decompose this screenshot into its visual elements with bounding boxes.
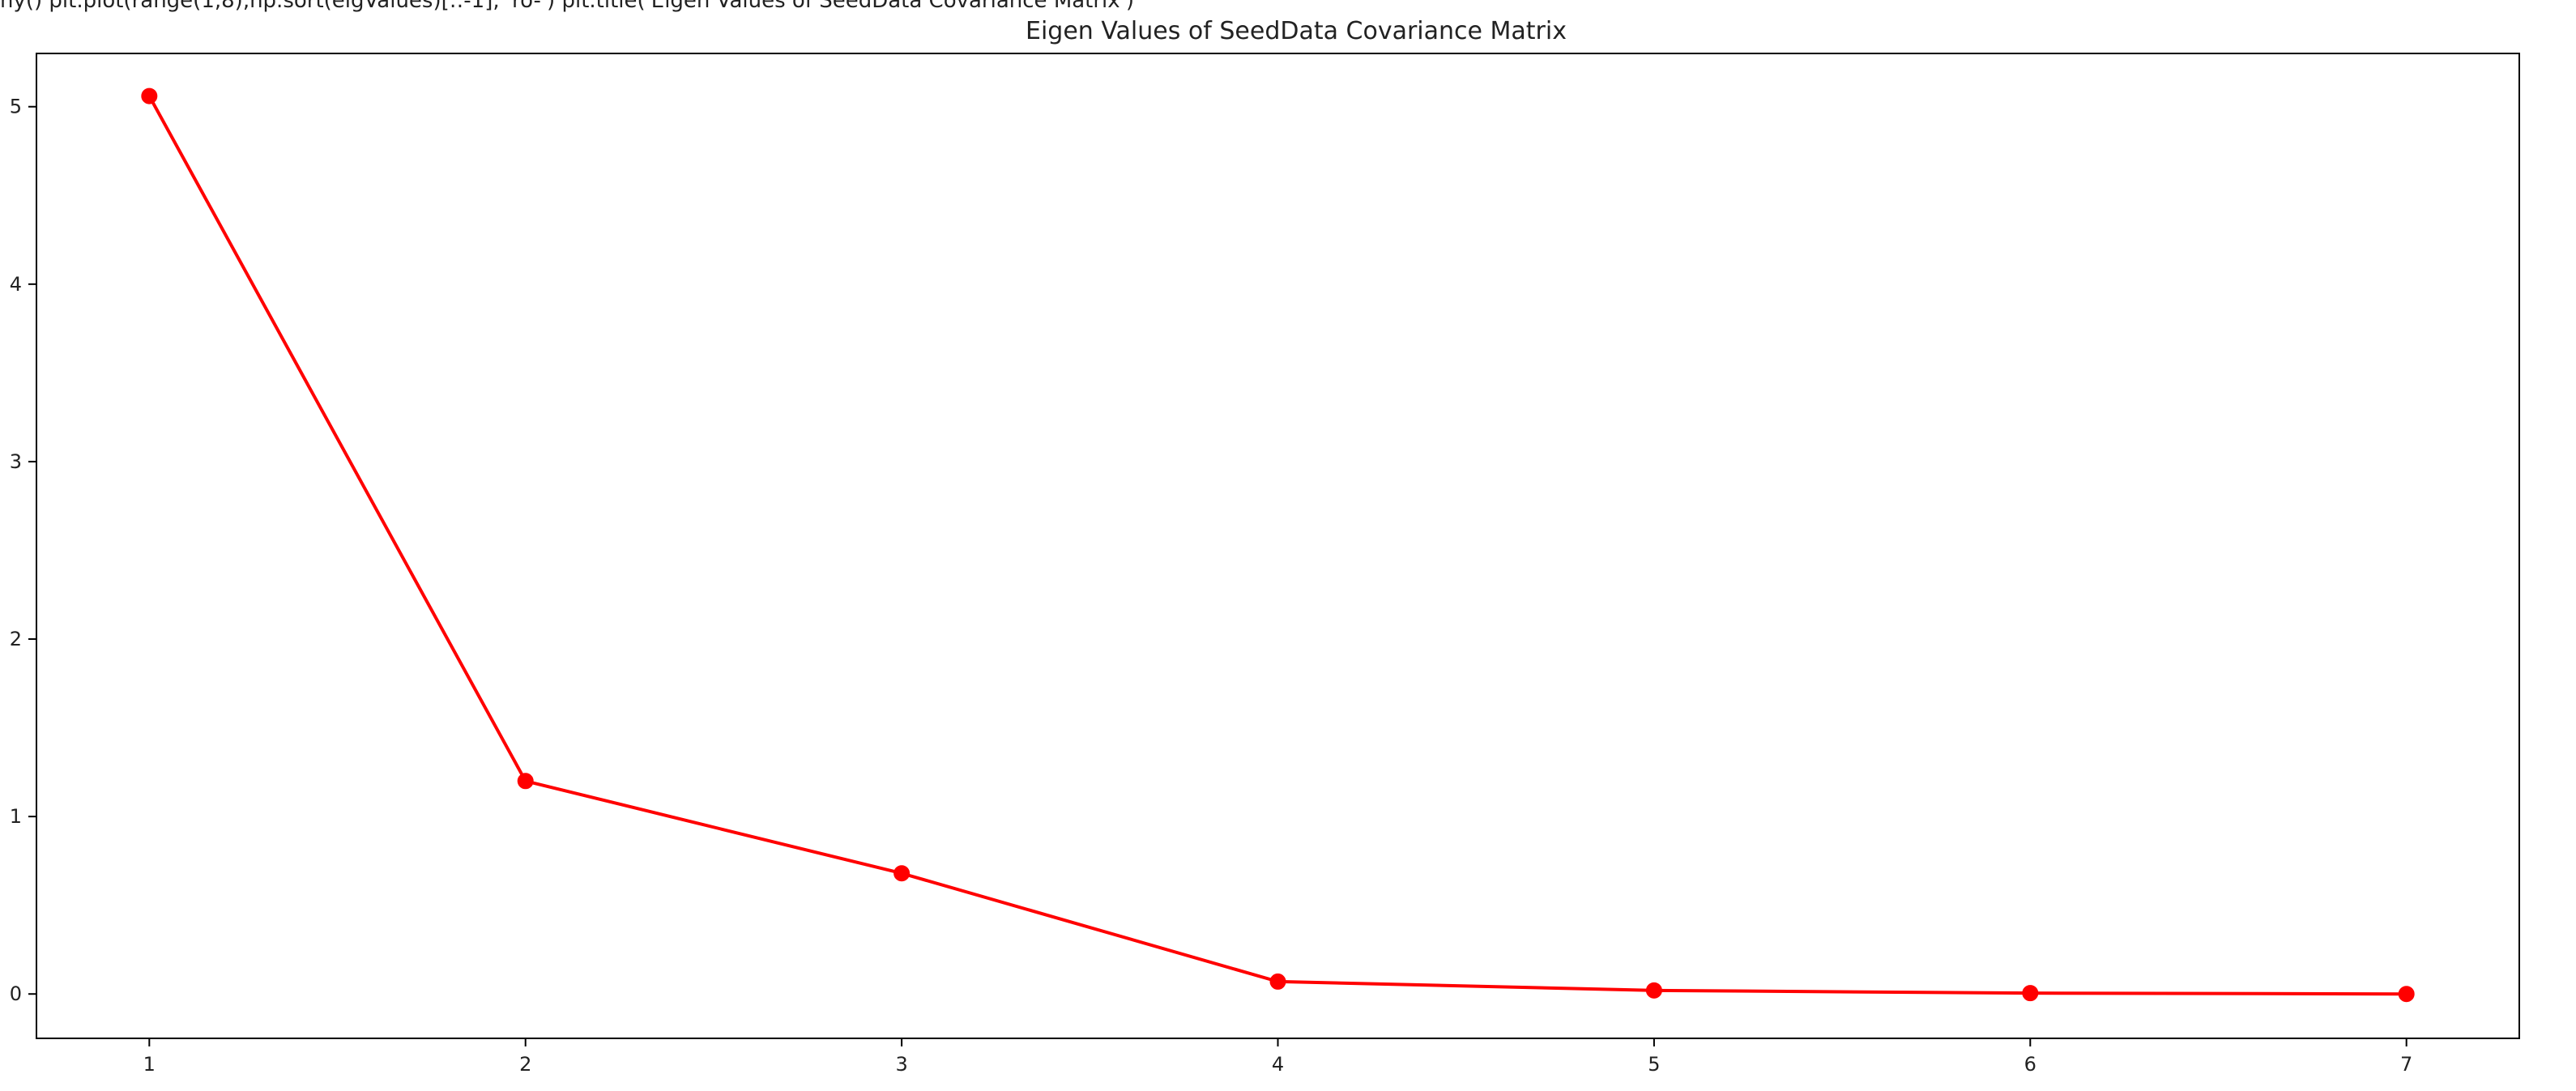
data-point xyxy=(1269,973,1286,990)
data-point xyxy=(1645,982,1662,999)
y-tick-label: 4 xyxy=(10,273,22,296)
y-tick-label: 1 xyxy=(10,805,22,828)
y-tick-label: 3 xyxy=(10,450,22,473)
data-point xyxy=(517,773,534,790)
x-tick-label: 7 xyxy=(2400,1053,2412,1076)
series-group xyxy=(141,87,2415,1003)
axes-group xyxy=(36,53,2520,1039)
x-tick-label: 3 xyxy=(895,1053,907,1076)
y-tick-label: 0 xyxy=(10,982,22,1005)
series-line xyxy=(147,95,2407,996)
y-tick-label: 2 xyxy=(10,628,22,650)
data-point xyxy=(141,87,158,104)
y-tick-label: 5 xyxy=(10,96,22,118)
ticks-group: 1 2 3 4 5 6 7 0 1 2 3 4 5 xyxy=(10,96,2413,1076)
x-tick-label: 6 xyxy=(2024,1053,2036,1076)
data-point xyxy=(2398,986,2415,1003)
x-tick-label: 4 xyxy=(1272,1053,1284,1076)
chart-title: Eigen Values of SeedData Covariance Matr… xyxy=(1026,17,1567,45)
data-point xyxy=(2022,985,2039,1002)
clipped-code-text: ny() plt.plot(range(1,8),np.sort(eigValu… xyxy=(0,0,1134,13)
axes-frame xyxy=(36,53,2520,1039)
data-point xyxy=(893,865,911,882)
x-tick-label: 2 xyxy=(519,1053,531,1076)
x-tick-label: 5 xyxy=(1648,1053,1660,1076)
x-tick-label: 1 xyxy=(143,1053,156,1076)
